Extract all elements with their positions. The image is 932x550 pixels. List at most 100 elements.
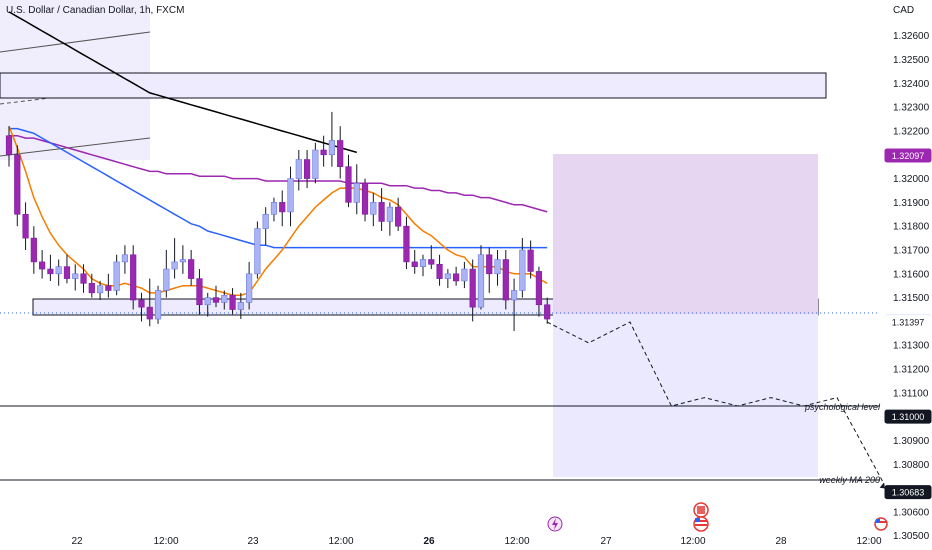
bull-candle-body [494,259,501,275]
bull-candle-body [353,183,360,203]
bear-candle-body [535,271,543,306]
candle [303,150,311,189]
bear-candle-body [411,261,418,267]
blue-ma-line [9,127,548,249]
bull-candle-body [477,254,485,308]
bear-candle-body [88,283,95,294]
purple-ma-line [9,134,548,213]
bear-candle-body [14,154,21,215]
bear-candle-body [395,206,402,227]
candle [204,292,211,317]
bull-candle-body [510,290,518,301]
bear-candle-body [361,183,369,215]
x-tick-label: 12:00 [328,536,353,547]
resistance-zone[interactable] [0,72,827,99]
price-badge-text: 1.30683 [892,488,925,498]
bear-candle-body [146,306,153,320]
bull-candle-body [121,254,129,263]
candle [444,269,451,289]
take-profit-zone[interactable] [553,314,818,477]
y-axis[interactable]: 1.32600 1.32500 1.32400 1.32300 1.32200 1.320… [893,31,930,542]
y-tick-label: 1.30600 [893,507,930,518]
bull-candle-body [519,249,526,291]
bull-candle-body [444,273,451,279]
candle [113,254,120,296]
candles-layer [5,111,551,331]
candle [262,207,269,246]
y-tick-label: 1.31800 [893,222,930,233]
stop-loss-zone[interactable] [553,154,818,314]
y-tick-label: 1.31300 [893,341,930,352]
moving-averages [8,11,548,296]
psychological-level-label: psychological level [804,402,881,412]
bull-candle-body [254,228,261,275]
candle [63,254,71,284]
bear-candle-body [196,278,203,306]
bear-candle-body [63,266,71,279]
price-badge: 1.31397 [884,315,932,330]
candle [461,261,468,289]
bear-candle-body [80,273,87,284]
bull-candle-body [72,273,79,279]
channel-upper-line [0,31,151,53]
bear-candle-body [436,263,443,279]
bull-candle-body [295,159,302,179]
chart-title: U.S. Dollar / Canadian Dollar, 1h, FXCM [6,5,184,16]
bear-candle-body [212,297,220,303]
us-flag-icon[interactable] [693,516,709,532]
bear-candle-body [30,237,37,263]
candle [370,192,377,227]
price-badge: 1.30683 [884,485,932,500]
y-tick-label: 1.31900 [893,198,930,209]
candle [221,290,228,310]
drawings-layer [0,0,880,481]
y-tick-label: 1.30500 [893,531,930,542]
candle [312,142,319,184]
bull-candle-body [221,294,228,303]
flash-event-icon[interactable] [547,516,563,532]
candle [486,247,493,293]
candle [72,264,79,291]
candle [171,238,178,279]
candle [453,266,460,286]
candle [345,154,352,208]
bull-candle-body [262,213,269,229]
candle [320,135,327,167]
bear-candle-body [320,149,327,156]
candle [55,259,62,286]
x-axis[interactable]: 22 12:00 23 12:00 26 12:00 27 12:00 28 12:00 [71,536,882,547]
bear-candle-body [486,254,493,275]
price-badge-text: 1.31000 [892,412,925,422]
candle [411,250,418,274]
candle [121,245,129,274]
canada-flag-icon[interactable] [693,502,709,518]
bear-candle-body [138,299,145,308]
candle [179,245,186,274]
candle [535,266,543,317]
price-badge-bg [884,315,932,330]
candle [47,254,54,281]
channel-lower-line [0,137,151,157]
candle [270,197,278,222]
price-badge: 1.31000 [884,409,932,424]
weekly-ma-200-label: weekly MA 200 [819,475,880,485]
bull-candle-body [55,266,62,275]
bear-candle-body [279,202,286,213]
candle [477,245,485,310]
bear-candle-body [188,259,195,279]
bear-candle-body [105,285,112,291]
bull-candle-body [386,206,393,222]
candle [39,250,46,279]
candle [212,285,220,308]
bull-candle-body [246,273,253,303]
candle [295,150,302,191]
candle [378,188,385,231]
bear-candle-body [39,261,46,270]
candle [229,288,236,315]
x-tick-label: 12:00 [153,536,178,547]
bear-candle-body [22,213,29,239]
bear-candle-body [5,135,13,156]
bull-candle-body [96,285,104,294]
us-flag-icon[interactable] [874,517,888,531]
